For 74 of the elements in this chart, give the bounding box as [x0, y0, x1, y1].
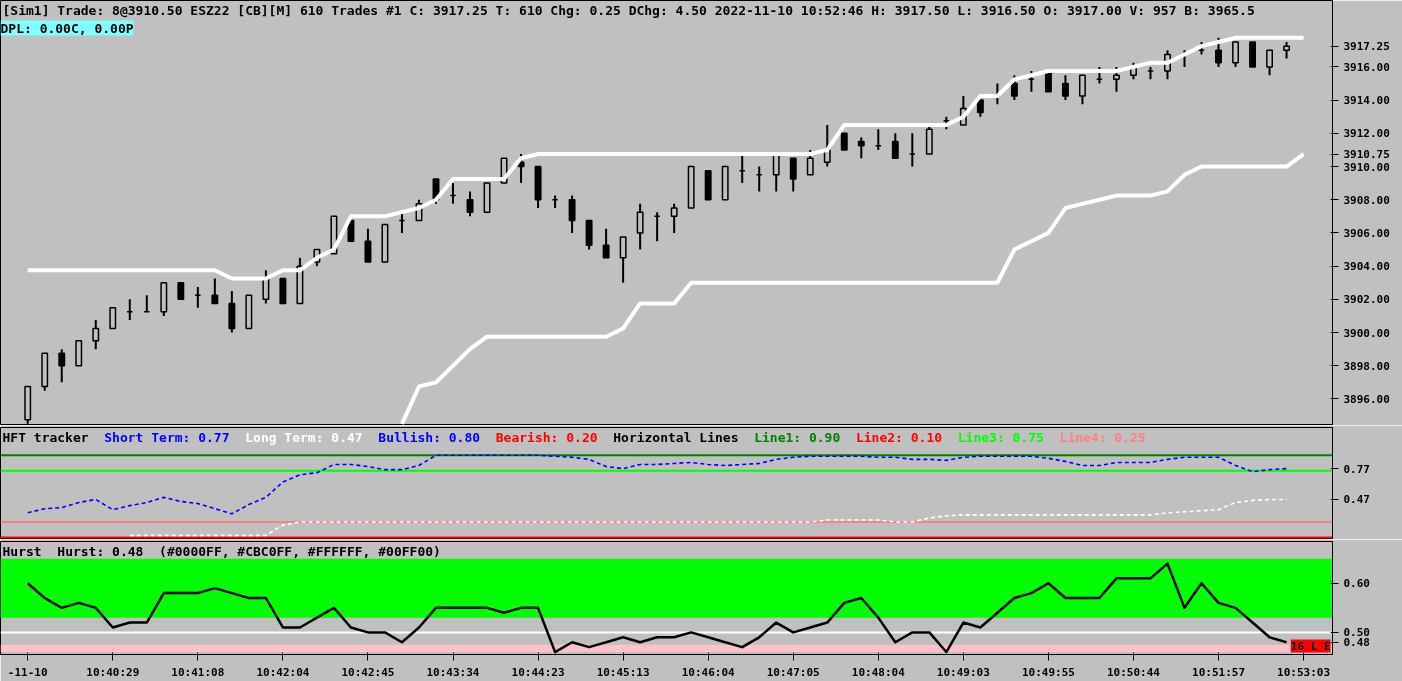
- x-tick-label: 10:46:04: [681, 665, 736, 679]
- ref-line-label: Line4: 0.25: [1059, 429, 1146, 445]
- text: Long Term: 0.47: [245, 429, 363, 445]
- annotation: Bearish: 0.20: [495, 429, 598, 445]
- y-tick-label: 0.77: [1343, 462, 1370, 476]
- y-tick-label: 3902.00: [1343, 293, 1390, 307]
- chart-title: Hurst: [2, 543, 42, 559]
- ref-line-label: Line1: 0.90: [754, 429, 841, 445]
- y-tick-label: 3916.00: [1343, 60, 1390, 74]
- x-tick-label: 10:40:29: [86, 665, 140, 679]
- y-tick-label: 3910.00: [1343, 160, 1390, 174]
- y-tick-label: 3896.00: [1343, 392, 1390, 406]
- y-tick-label: 3910.75: [1343, 148, 1390, 162]
- y-tick-label: 0.60: [1343, 577, 1370, 591]
- chart-title: [Sim1] Trade: 8@3910.50 ESZ22 [CB][M] 610 Trades #1 C: 3917.25 T: 610 Chg: 0.25 DChg: 4.50 2022-11-10 10:52:46 H: 3917.50 L: 3916.50 O: 3917.00 V: 957 B: 3965.5: [2, 2, 1255, 18]
- x-tick-label: 10:41:08: [171, 665, 225, 679]
- y-tick-label: 3904.00: [1343, 260, 1390, 274]
- candlestick: [602, 227, 610, 259]
- candlestick: [364, 227, 372, 263]
- annotation: Bullish: 0.80: [378, 429, 481, 445]
- candlestick: [636, 202, 644, 251]
- candlestick: [1232, 41, 1240, 68]
- candlestick: [1215, 36, 1222, 68]
- candlestick: [109, 306, 117, 330]
- x-tick-label: 10:44:23: [511, 665, 565, 679]
- candlestick: [58, 348, 66, 384]
- annotation: 16 L E: [1290, 639, 1331, 653]
- ref-line-label: Line2: 0.10: [855, 429, 943, 445]
- chart-title: HFT tracker: [2, 429, 89, 445]
- text: Short Term: 0.77: [104, 429, 230, 445]
- annotation: Horizontal Lines: [613, 429, 739, 445]
- x-tick-label: 10:45:13: [596, 665, 650, 679]
- candlestick: [772, 153, 780, 193]
- x-tick-label: 10:43:34: [426, 665, 480, 679]
- x-tick-label: 10:50:44: [1106, 665, 1161, 679]
- candlestick: [891, 132, 899, 160]
- y-tick-label: 3912.00: [1343, 127, 1390, 141]
- y-tick-label: 3900.00: [1343, 326, 1390, 340]
- y-tick-label: 0.47: [1343, 493, 1370, 507]
- line-series: [128, 498, 1288, 537]
- text: Hurst: 0.48: [57, 543, 144, 559]
- line-series: [399, 152, 1306, 425]
- y-tick-label: 3908.00: [1343, 193, 1390, 207]
- x-tick-label: 10:47:05: [766, 665, 820, 679]
- y-tick-label: 3898.00: [1343, 359, 1390, 373]
- candlestick: [1266, 49, 1274, 77]
- x-tick-label: -11-10: [7, 665, 48, 679]
- candlestick: [568, 194, 576, 234]
- x-tick-label: 10:42:04: [256, 665, 310, 679]
- x-tick-label: 10:48:04: [851, 665, 906, 679]
- candlestick: [619, 236, 627, 284]
- y-tick-label: 3914.00: [1343, 94, 1390, 108]
- ref-line-label: Line3: 0.75: [957, 429, 1044, 445]
- y-tick-label: 3906.00: [1343, 226, 1390, 240]
- x-tick-label: 10:49:03: [936, 665, 990, 679]
- annotation: (#0000FF, #CBC0FF, #FFFFFF, #00FF00): [159, 543, 441, 559]
- candlestick: [211, 277, 219, 305]
- x-tick-label: 10:53:03: [1277, 665, 1331, 679]
- y-tick-label: 0.48: [1343, 636, 1370, 650]
- candlestick: [1010, 74, 1018, 102]
- candlestick: [789, 157, 797, 193]
- candlestick: [92, 319, 100, 351]
- text: DPL: 0.00C, 0.00P: [0, 20, 134, 36]
- x-tick-label: 10:49:55: [1021, 665, 1075, 679]
- candlestick: [1061, 74, 1069, 102]
- candlestick: [1078, 74, 1086, 106]
- candlestick: [670, 202, 678, 234]
- candlestick: [1112, 65, 1120, 93]
- x-tick-label: 10:51:57: [1192, 665, 1246, 679]
- y-tick-label: 3917.25: [1343, 40, 1390, 54]
- candlestick: [857, 136, 865, 160]
- candlestick: [806, 148, 814, 176]
- line-series: [26, 454, 1288, 515]
- x-tick-label: 10:42:45: [341, 665, 395, 679]
